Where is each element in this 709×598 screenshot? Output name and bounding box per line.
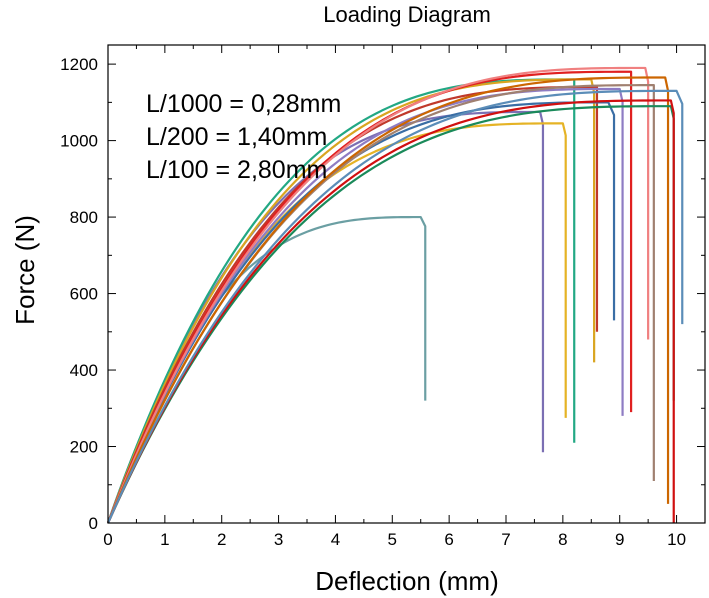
x-tick-label: 9 (615, 530, 624, 549)
x-tick-label: 5 (388, 530, 397, 549)
plot-frame (107, 44, 706, 524)
chart-title: Loading Diagram (323, 2, 491, 27)
x-tick-label: 2 (217, 530, 226, 549)
y-tick-label: 800 (70, 208, 98, 227)
curve-specimen-1 (106, 215, 427, 524)
x-tick-label: 1 (160, 530, 169, 549)
curve-specimen-12 (106, 76, 670, 524)
x-tick-label: 6 (444, 530, 453, 549)
x-tick-label: 0 (103, 530, 112, 549)
curve-specimen-13 (106, 105, 675, 524)
curves-group (106, 66, 684, 524)
y-axis-title: Force (N) (10, 215, 40, 325)
curve-specimen-10 (106, 66, 650, 524)
y-tick-label: 400 (70, 361, 98, 380)
x-tick-label: 4 (331, 530, 340, 549)
x-axis-ticks: 0 1 2 3 4 5 6 7 8 9 10 (103, 45, 686, 549)
x-tick-label: 3 (274, 530, 283, 549)
x-axis-title: Deflection (mm) (315, 566, 498, 596)
curve-specimen-15 (106, 89, 684, 524)
x-tick-label: 10 (667, 530, 686, 549)
annotation-l200: L/200 = 1,40mm (146, 123, 327, 151)
x-tick-label: 7 (501, 530, 510, 549)
annotation-l100: L/100 = 2,80mm (146, 156, 327, 184)
annotation-l1000: L/1000 = 0,28mm (146, 90, 341, 118)
y-tick-label: 1000 (60, 132, 98, 151)
curve-specimen-6 (106, 85, 599, 524)
x-tick-label: 8 (558, 530, 567, 549)
y-tick-label: 600 (70, 285, 98, 304)
y-tick-label: 1200 (60, 55, 98, 74)
y-tick-label: 200 (70, 438, 98, 457)
y-axis-ticks: 0 200 400 600 800 1000 1200 (60, 55, 705, 533)
y-tick-label: 0 (89, 514, 98, 533)
curve-specimen-8 (106, 87, 624, 524)
curve-specimen-14 (106, 99, 675, 524)
curve-specimen-5 (106, 78, 596, 524)
